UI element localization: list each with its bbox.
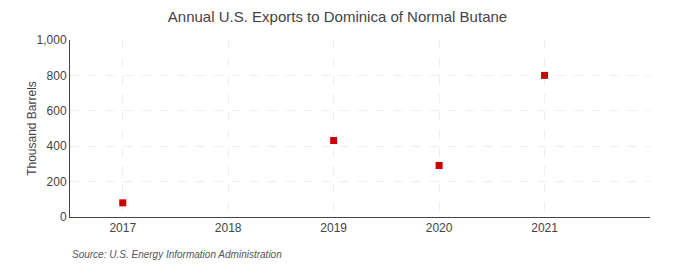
- svg-text:200: 200: [47, 175, 67, 189]
- svg-text:2021: 2021: [531, 221, 558, 235]
- svg-text:Thousand Barrels: Thousand Barrels: [25, 81, 39, 176]
- svg-text:2020: 2020: [426, 221, 453, 235]
- svg-text:Annual U.S. Exports to Dominic: Annual U.S. Exports to Dominica of Norma…: [168, 8, 507, 25]
- svg-text:600: 600: [47, 104, 67, 118]
- svg-text:0: 0: [60, 210, 67, 224]
- svg-text:2018: 2018: [215, 221, 242, 235]
- svg-text:1,000: 1,000: [37, 33, 67, 47]
- svg-text:Source: U.S. Energy Informatio: Source: U.S. Energy Information Administ…: [72, 249, 282, 260]
- svg-text:400: 400: [47, 139, 67, 153]
- svg-text:2017: 2017: [109, 221, 136, 235]
- svg-text:800: 800: [47, 69, 67, 83]
- svg-text:2019: 2019: [320, 221, 347, 235]
